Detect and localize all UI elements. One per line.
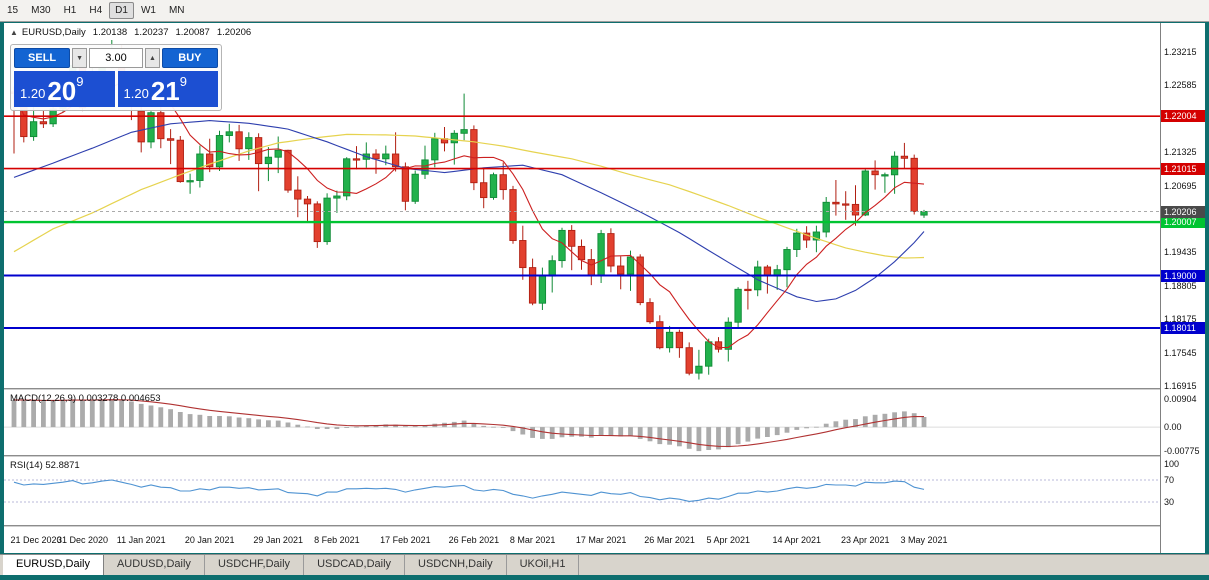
date-axis-label: 14 Apr 2021 xyxy=(772,535,822,545)
open-value: 1.20138 xyxy=(92,27,128,38)
chart-area[interactable]: ▲ EURUSD,Daily 1.20138 1.20237 1.20087 1.2020… xyxy=(4,23,1205,553)
ask-pip-digit: 9 xyxy=(179,74,187,89)
date-axis-label: 8 Mar 2021 xyxy=(509,535,556,545)
price-level-tag: 1.21015 xyxy=(1161,162,1205,175)
price-axis-label: 1.18805 xyxy=(1164,280,1197,291)
date-axis-label: 11 Jan 2021 xyxy=(116,535,166,545)
macd-axis-label: 0.00 xyxy=(1164,422,1182,433)
pane-separator[interactable] xyxy=(4,388,1205,390)
macd-axis-label: 0.00904 xyxy=(1164,394,1197,405)
timeframe-button-m30[interactable]: M30 xyxy=(25,2,56,19)
price-level-tag: 1.19000 xyxy=(1161,269,1205,282)
price-axis[interactable]: 1.232151.225851.219551.213251.206951.200… xyxy=(1160,23,1205,553)
date-axis-label: 26 Feb 2021 xyxy=(448,535,500,545)
volume-decrease-button[interactable]: ▼ xyxy=(72,48,87,68)
bid-pip-digit: 9 xyxy=(76,74,84,89)
price-axis-label: 1.22585 xyxy=(1164,80,1197,91)
volume-input[interactable] xyxy=(89,48,143,68)
rsi-axis-label: 100 xyxy=(1164,458,1180,469)
chart-tab-ukoil-h1[interactable]: UKOil,H1 xyxy=(506,555,580,575)
date-axis-label: 23 Apr 2021 xyxy=(841,535,890,545)
price-axis-label: 1.21325 xyxy=(1164,147,1197,158)
date-axis-label: 31 Dec 2020 xyxy=(56,535,109,545)
chart-tab-usdchf-daily[interactable]: USDCHF,Daily xyxy=(204,555,305,575)
macd-axis-label: -0.00775 xyxy=(1164,446,1200,457)
price-axis-main: 1.232151.225851.219551.213251.206951.200… xyxy=(1161,23,1205,392)
price-axis-label: 1.18175 xyxy=(1164,314,1197,325)
high-value: 1.20237 xyxy=(134,27,169,38)
price-axis-label: 1.23215 xyxy=(1164,46,1197,57)
chart-tab-audusd-daily[interactable]: AUDUSD,Daily xyxy=(103,555,205,575)
time-axis[interactable]: 21 Dec 2020 31 Dec 2020 11 Jan 2021 20 Jan … xyxy=(4,527,1160,553)
bid-big-digits: 20 xyxy=(47,76,77,106)
rsi-label: RSI(14) 52.8871 xyxy=(10,460,80,471)
chart-collapse-icon[interactable]: ▲ xyxy=(10,28,18,37)
sell-button[interactable]: SELL xyxy=(14,48,71,68)
bid-price-display[interactable]: 1.20 20 9 xyxy=(14,71,115,107)
date-axis-label: 3 May 2021 xyxy=(900,535,948,545)
macd-label: MACD(12,26,9) 0.003278 0.004653 xyxy=(10,393,161,404)
price-axis-label: 1.20695 xyxy=(1164,180,1197,191)
chart-tab-bar: EURUSD,Daily AUDUSD,Daily USDCHF,Daily U… xyxy=(0,554,1209,575)
one-click-trading-panel: SELL ▼ ▲ BUY 1.20 20 9 1.20 21 9 xyxy=(10,44,222,111)
date-axis-label: 29 Jan 2021 xyxy=(253,535,303,545)
price-level-tag: 1.18011 xyxy=(1161,321,1205,334)
rsi-axis: 100 70 30 xyxy=(1161,457,1205,525)
current-price-tag: 1.20206 xyxy=(1161,205,1205,218)
buy-button[interactable]: BUY xyxy=(161,48,218,68)
rsi-axis-label: 70 xyxy=(1164,475,1175,486)
timeframe-button-d1[interactable]: D1 xyxy=(109,2,134,19)
timeframe-button-h1[interactable]: H1 xyxy=(58,2,83,19)
rsi-axis-label: 30 xyxy=(1164,496,1175,507)
price-level-tag: 1.22004 xyxy=(1161,110,1205,123)
ohlc-header: ▲ EURUSD,Daily 1.20138 1.20237 1.20087 1.2020… xyxy=(10,27,251,38)
bid-prefix: 1.20 xyxy=(20,86,46,101)
timeframe-button-w1[interactable]: W1 xyxy=(135,2,162,19)
macd-axis: 0.00904 0.00 -0.00775 xyxy=(1161,390,1205,457)
timeframe-button-mn[interactable]: MN xyxy=(163,2,191,19)
volume-increase-button[interactable]: ▲ xyxy=(145,48,160,68)
chart-tab-eurusd-daily[interactable]: EURUSD,Daily xyxy=(3,555,104,575)
date-axis-label: 17 Feb 2021 xyxy=(380,535,431,545)
window-bottom-edge xyxy=(0,575,1209,580)
rsi-pane[interactable] xyxy=(4,457,1160,525)
timeframe-button-m15[interactable]: 15 xyxy=(1,2,24,19)
price-axis-label: 1.17545 xyxy=(1164,347,1197,358)
chart-tab-usdcad-daily[interactable]: USDCAD,Daily xyxy=(304,555,406,575)
chart-tab-usdcnh-daily[interactable]: USDCNH,Daily xyxy=(405,555,507,575)
timeframe-button-h4[interactable]: H4 xyxy=(83,2,108,19)
pane-separator[interactable] xyxy=(4,455,1205,457)
date-axis-label: 8 Feb 2021 xyxy=(314,535,360,545)
main-chart-pane[interactable] xyxy=(4,23,1160,388)
chevron-up-icon: ▲ xyxy=(148,54,156,62)
ask-big-digits: 21 xyxy=(150,76,180,106)
close-value: 1.20206 xyxy=(216,27,252,38)
date-axis-label: 26 Mar 2021 xyxy=(644,535,695,545)
chevron-down-icon: ▼ xyxy=(76,54,84,62)
timeframe-toolbar: 15 M30 H1 H4 D1 W1 MN xyxy=(0,0,1209,22)
date-axis-label: 20 Jan 2021 xyxy=(184,535,235,545)
ask-prefix: 1.20 xyxy=(123,86,149,101)
price-axis-label: 1.19435 xyxy=(1164,247,1197,258)
macd-pane[interactable] xyxy=(4,390,1160,455)
ask-price-display[interactable]: 1.20 21 9 xyxy=(117,71,218,107)
date-axis-label: 5 Apr 2021 xyxy=(706,535,751,545)
symbol-period-label: EURUSD,Daily xyxy=(21,27,86,38)
price-axis-label: 1.16915 xyxy=(1164,381,1197,392)
low-value: 1.20087 xyxy=(175,27,210,38)
date-axis-label: 17 Mar 2021 xyxy=(575,535,627,545)
price-level-tag: 1.20007 xyxy=(1161,216,1205,229)
pane-separator[interactable] xyxy=(4,525,1205,527)
date-axis-label: 21 Dec 2020 xyxy=(10,535,62,545)
